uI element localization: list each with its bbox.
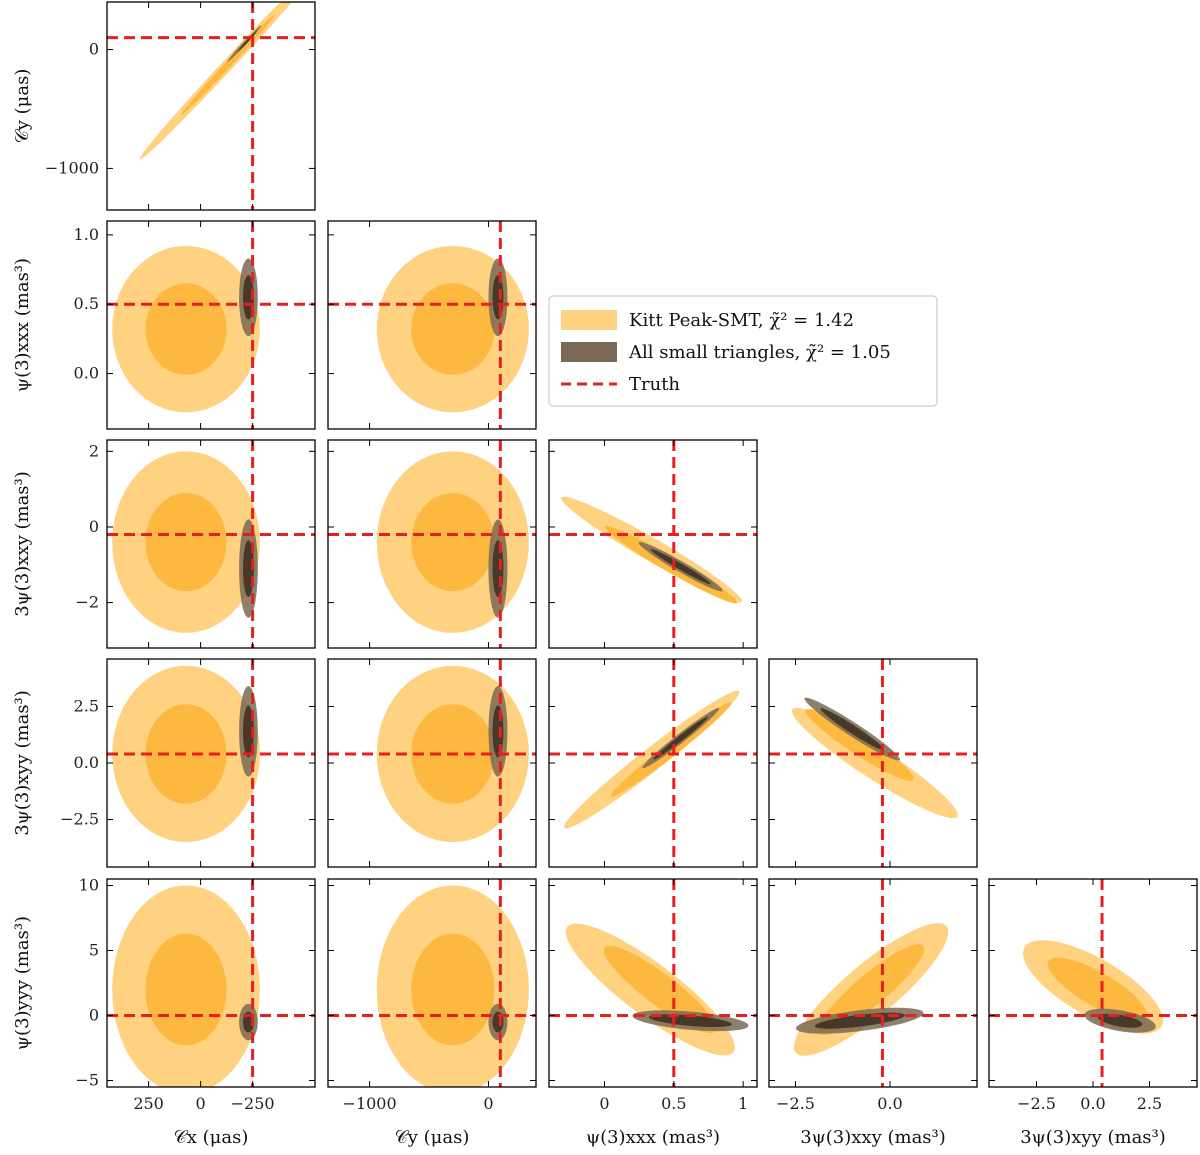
panel-frame [106, 220, 316, 430]
y-tick-label: −2 [75, 593, 99, 612]
kitt-inner-contour [603, 945, 717, 1034]
kitt-inner-contour [805, 708, 914, 781]
legend-label-small: All small triangles, χ̃² = 1.05 [628, 342, 891, 363]
kitt-inner-contour [145, 492, 227, 592]
y-tick-label: 0 [89, 40, 99, 59]
y-axis-label: ψ(3)yyy (mas³) [12, 916, 33, 1050]
panel-cx-cy: −1000 0 𝒞y (μas) [12, 1, 316, 211]
y-axis-label: 3ψ(3)xyy (mas³) [12, 690, 33, 836]
small-inner-contour [820, 708, 884, 750]
x-tick-label: 0 [483, 1094, 493, 1113]
legend-frame [548, 295, 938, 407]
y-axis-label: ψ(3)xxx (mas³) [12, 258, 33, 392]
x-axis-label: ψ(3)xxx (mas³) [586, 1127, 720, 1148]
small-inner-contour [653, 716, 709, 760]
y-tick-label: 0.0 [74, 753, 99, 772]
small-inner-contour [1097, 1013, 1143, 1028]
panel-frame [327, 878, 537, 1088]
kitt-inner-contour [411, 283, 495, 375]
legend: Kitt Peak-SMT, χ̃² = 1.42 All small tria… [548, 295, 938, 407]
small-inner-contour [650, 549, 711, 585]
kitt-inner-contour [411, 933, 495, 1046]
corner-panels: −1000 0 𝒞y (μas) 0.0 0.5 1.0 ψ(3)xxx (mas³) −2 0… [12, 1, 1198, 1148]
y-tick-label: −5 [75, 1071, 99, 1090]
x-tick-label: 250 [133, 1094, 164, 1113]
y-axis-label: 3ψ(3)xxy (mas³) [12, 471, 33, 617]
x-tick-label: 0.5 [661, 1094, 686, 1113]
small-inner-contour [648, 1014, 732, 1028]
panel-frame [548, 439, 758, 649]
y-tick-label: 10 [79, 876, 99, 895]
y-tick-label: 5 [89, 941, 99, 960]
panel-xxx-yyy: 0 0.5 1 ψ(3)xxx (mas³) [548, 878, 758, 1148]
panel-frame [106, 878, 316, 1088]
kitt-inner-contour [1047, 957, 1148, 1022]
x-tick-label: −2.5 [776, 1094, 815, 1113]
kitt-inner-contour [145, 283, 227, 375]
panel-frame [327, 220, 537, 430]
panel-frame [768, 878, 978, 1088]
x-tick-label: −2.5 [1017, 1094, 1056, 1113]
panel-xxy-yyy: −2.5 0.0 3ψ(3)xxy (mas³) [768, 878, 978, 1148]
y-tick-label: 0.0 [74, 364, 99, 383]
panel-cy-xxy [327, 439, 537, 649]
panel-xxx-xxy [548, 439, 758, 649]
legend-swatch-kitt [561, 310, 617, 330]
legend-label-kitt: Kitt Peak-SMT, χ̃² = 1.42 [629, 310, 854, 331]
y-tick-label: −1000 [45, 158, 99, 177]
kitt-inner-contour [145, 704, 227, 804]
y-tick-label: 1.0 [74, 225, 99, 244]
y-tick-label: 0 [89, 1006, 99, 1025]
y-tick-label: 0 [89, 517, 99, 536]
panel-cy-xxx [327, 220, 537, 430]
y-axis-label: 𝒞y (μas) [12, 69, 33, 144]
x-tick-label: 2.5 [1137, 1094, 1162, 1113]
x-tick-label: 0.0 [1080, 1094, 1105, 1113]
panel-frame [106, 439, 316, 649]
x-tick-label: 0.0 [877, 1094, 902, 1113]
panel-frame [106, 1, 316, 211]
panel-cx-xxy: −2 0 2 3ψ(3)xxy (mas³) [12, 439, 316, 649]
legend-swatch-small [561, 342, 617, 362]
x-tick-label: −1000 [343, 1094, 397, 1113]
panel-xxy-xyy [768, 658, 978, 868]
x-axis-label: 3ψ(3)xyy (mas³) [1020, 1127, 1166, 1148]
legend-label-truth: Truth [629, 374, 680, 395]
panel-xyy-yyy: −2.5 0.0 2.5 3ψ(3)xyy (mas³) [988, 878, 1198, 1148]
panel-cx-xxx: 0.0 0.5 1.0 ψ(3)xxx (mas³) [12, 220, 316, 430]
y-tick-label: 2.5 [74, 696, 99, 715]
panel-cx-yyy: −5 0 5 10 ψ(3)yyy (mas³) 250 0 −250 𝒞x (μas) [12, 876, 316, 1148]
x-axis-label: 𝒞y (μas) [395, 1127, 470, 1148]
y-tick-label: 0.5 [74, 294, 99, 313]
x-axis-label: 3ψ(3)xxy (mas³) [800, 1127, 946, 1148]
x-tick-label: 1 [738, 1094, 748, 1113]
kitt-outer-contour [139, 2, 315, 160]
y-tick-label: 2 [89, 441, 99, 460]
x-axis-label: 𝒞x (μas) [174, 1127, 249, 1148]
panel-frame [548, 878, 758, 1088]
x-tick-label: 0 [599, 1094, 609, 1113]
kitt-inner-contour [180, 14, 275, 116]
panel-cy-xyy [327, 658, 537, 868]
x-tick-label: 0 [196, 1094, 206, 1113]
panel-cx-xyy: −2.5 0.0 2.5 3ψ(3)xyy (mas³) [12, 658, 316, 868]
kitt-inner-contour [818, 944, 925, 1035]
panel-frame [327, 439, 537, 649]
kitt-inner-contour [411, 492, 495, 592]
x-tick-label: −250 [231, 1094, 275, 1113]
y-tick-label: −2.5 [60, 810, 99, 829]
panel-cy-yyy: −1000 0 𝒞y (μas) [327, 878, 537, 1148]
panel-xxx-xyy [548, 658, 758, 868]
kitt-inner-contour [145, 933, 227, 1046]
